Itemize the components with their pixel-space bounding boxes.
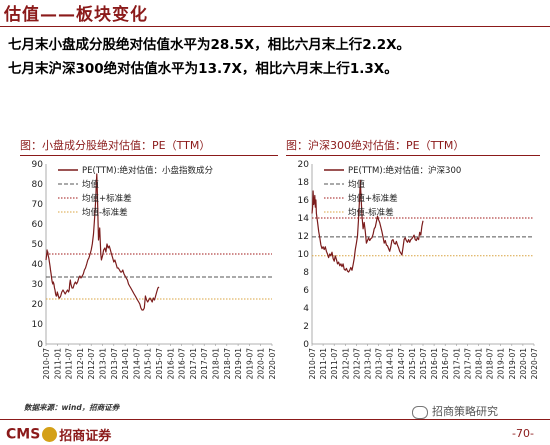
pe-series-line <box>45 173 160 311</box>
y-tick-label: 14 <box>298 214 310 224</box>
chart-small-cap-pe: 0 10 20 30 40 50 60 70 80 90 2010-07 2011-01 2011-07… <box>32 160 277 380</box>
x-tick-label: 2014-01 <box>121 348 130 380</box>
chart-title: 图：小盘成分股绝对估值：PE（TTM） <box>20 139 211 152</box>
wechat-label: 招商策略研究 <box>432 405 498 418</box>
x-tick-label: 2011-07 <box>65 348 74 380</box>
legend-label: 均值 <box>348 179 366 190</box>
x-tick-label: 2014-07 <box>397 348 406 380</box>
y-tick-label: 20 <box>298 160 310 170</box>
x-tick-label: 2017-01 <box>189 348 198 380</box>
y-tick-label: 12 <box>298 232 309 242</box>
y-tick-label: 40 <box>32 260 44 270</box>
x-tick-label: 2019-01 <box>234 348 243 380</box>
chart-title: 图：沪深300绝对估值：PE（TTM） <box>286 139 465 152</box>
x-tick-label: 2015-07 <box>419 348 428 380</box>
y-tick-label: 18 <box>298 178 310 188</box>
x-tick-label: 2020-01 <box>257 348 266 380</box>
brand-logo: CMS 招商证券 <box>6 424 112 445</box>
legend-label: PE(TTM):绝对估值：沪深300 <box>348 165 461 176</box>
title-divider <box>0 26 550 27</box>
chart-panel-small-cap: 图：小盘成分股绝对估值：PE（TTM） 0 10 20 30 40 50 60 70 80 90 2… <box>20 138 278 400</box>
y-tick-label: 0 <box>37 340 43 350</box>
x-tick-label: 2017-07 <box>463 348 472 380</box>
x-tick-label: 2011-01 <box>319 348 328 380</box>
legend-label: 均值 <box>82 179 100 190</box>
x-tick-label: 2013-01 <box>99 348 108 380</box>
x-tick-label: 2018-07 <box>223 348 232 380</box>
x-tick-label: 2018-01 <box>212 348 221 380</box>
brand-logo-text: CMS <box>6 426 41 443</box>
x-tick-label: 2020-07 <box>530 348 539 380</box>
x-tick-label: 2018-07 <box>486 348 495 380</box>
y-tick-label: 50 <box>32 240 44 250</box>
pe-series-line <box>311 179 424 273</box>
y-tick-label: 90 <box>32 160 44 170</box>
legend-label: PE(TTM):绝对估值：小盘指数成分 <box>82 165 214 176</box>
y-tick-label: 30 <box>32 280 44 290</box>
legend-label: 均值-标准差 <box>348 207 394 218</box>
x-tick-label: 2012-01 <box>76 348 85 380</box>
brand-emblem-icon <box>42 427 58 442</box>
chart-title-divider <box>20 155 278 156</box>
x-tick-label: 2011-01 <box>53 348 62 380</box>
data-source-note: 数据来源：wind，招商证券 <box>24 403 120 412</box>
wechat-icon <box>412 405 428 419</box>
x-tick-label: 2017-01 <box>452 348 461 380</box>
page-header: 估值——板块变化 <box>0 0 550 27</box>
y-tick-label: 0 <box>303 340 309 350</box>
x-tick-label: 2017-07 <box>200 348 209 380</box>
x-tick-label: 2014-07 <box>132 348 141 380</box>
page-number: -70- <box>512 427 534 440</box>
x-tick-label: 2012-07 <box>87 348 96 380</box>
x-tick-label: 2019-01 <box>497 348 506 380</box>
headline-small-cap: 七月末小盘成分股绝对估值水平为28.5X，相比六月末上行2.2X。 <box>8 37 411 53</box>
y-tick-label: 6 <box>303 286 309 296</box>
footer-divider <box>0 419 550 420</box>
x-tick-label: 2011-07 <box>330 348 339 380</box>
x-tick-label: 2010-07 <box>42 348 51 380</box>
x-tick-label: 2019-07 <box>245 348 254 380</box>
x-tick-label: 2013-01 <box>364 348 373 380</box>
y-tick-label: 2 <box>303 322 309 332</box>
x-tick-label: 2016-01 <box>430 348 439 380</box>
headline-csi300: 七月末沪深300绝对估值水平为13.7X，相比六月末上行1.3X。 <box>8 61 398 77</box>
y-tick-label: 70 <box>32 200 44 210</box>
y-tick-label: 10 <box>298 250 310 260</box>
y-tick-label: 20 <box>32 300 44 310</box>
x-tick-label: 2019-07 <box>508 348 517 380</box>
x-tick-label: 2010-07 <box>308 348 317 380</box>
x-tick-label: 2015-07 <box>155 348 164 380</box>
y-tick-label: 16 <box>298 196 310 206</box>
chart-panel-csi300: 图：沪深300绝对估值：PE（TTM） 0 2 4 6 8 10 12 14 16 18 20 201… <box>286 138 540 400</box>
y-tick-label: 4 <box>303 304 309 314</box>
y-tick-label: 60 <box>32 220 44 230</box>
x-tick-label: 2013-07 <box>375 348 384 380</box>
legend-label: 均值-标准差 <box>82 207 128 218</box>
wechat-account: 招商策略研究 <box>412 403 498 419</box>
page-title: 估值——板块变化 <box>4 5 148 25</box>
x-tick-label: 2020-01 <box>519 348 528 380</box>
chart-title-divider <box>286 155 540 156</box>
y-tick-label: 8 <box>303 268 309 278</box>
x-tick-label: 2013-07 <box>110 348 119 380</box>
x-tick-label: 2014-01 <box>386 348 395 380</box>
x-tick-label: 2018-01 <box>475 348 484 380</box>
brand-name: 招商证券 <box>59 429 112 444</box>
x-tick-label: 2016-01 <box>166 348 175 380</box>
x-tick-label: 2015-01 <box>144 348 153 380</box>
x-tick-label: 2012-07 <box>352 348 361 380</box>
x-tick-label: 2020-07 <box>268 348 277 380</box>
x-tick-label: 2015-01 <box>408 348 417 380</box>
legend-label: 均值+标准差 <box>82 193 132 204</box>
legend-label: 均值+标准差 <box>348 193 398 204</box>
x-tick-label: 2012-01 <box>341 348 350 380</box>
y-tick-label: 80 <box>32 180 44 190</box>
x-tick-label: 2016-07 <box>178 348 187 380</box>
x-tick-label: 2016-07 <box>441 348 450 380</box>
y-tick-label: 10 <box>32 320 44 330</box>
